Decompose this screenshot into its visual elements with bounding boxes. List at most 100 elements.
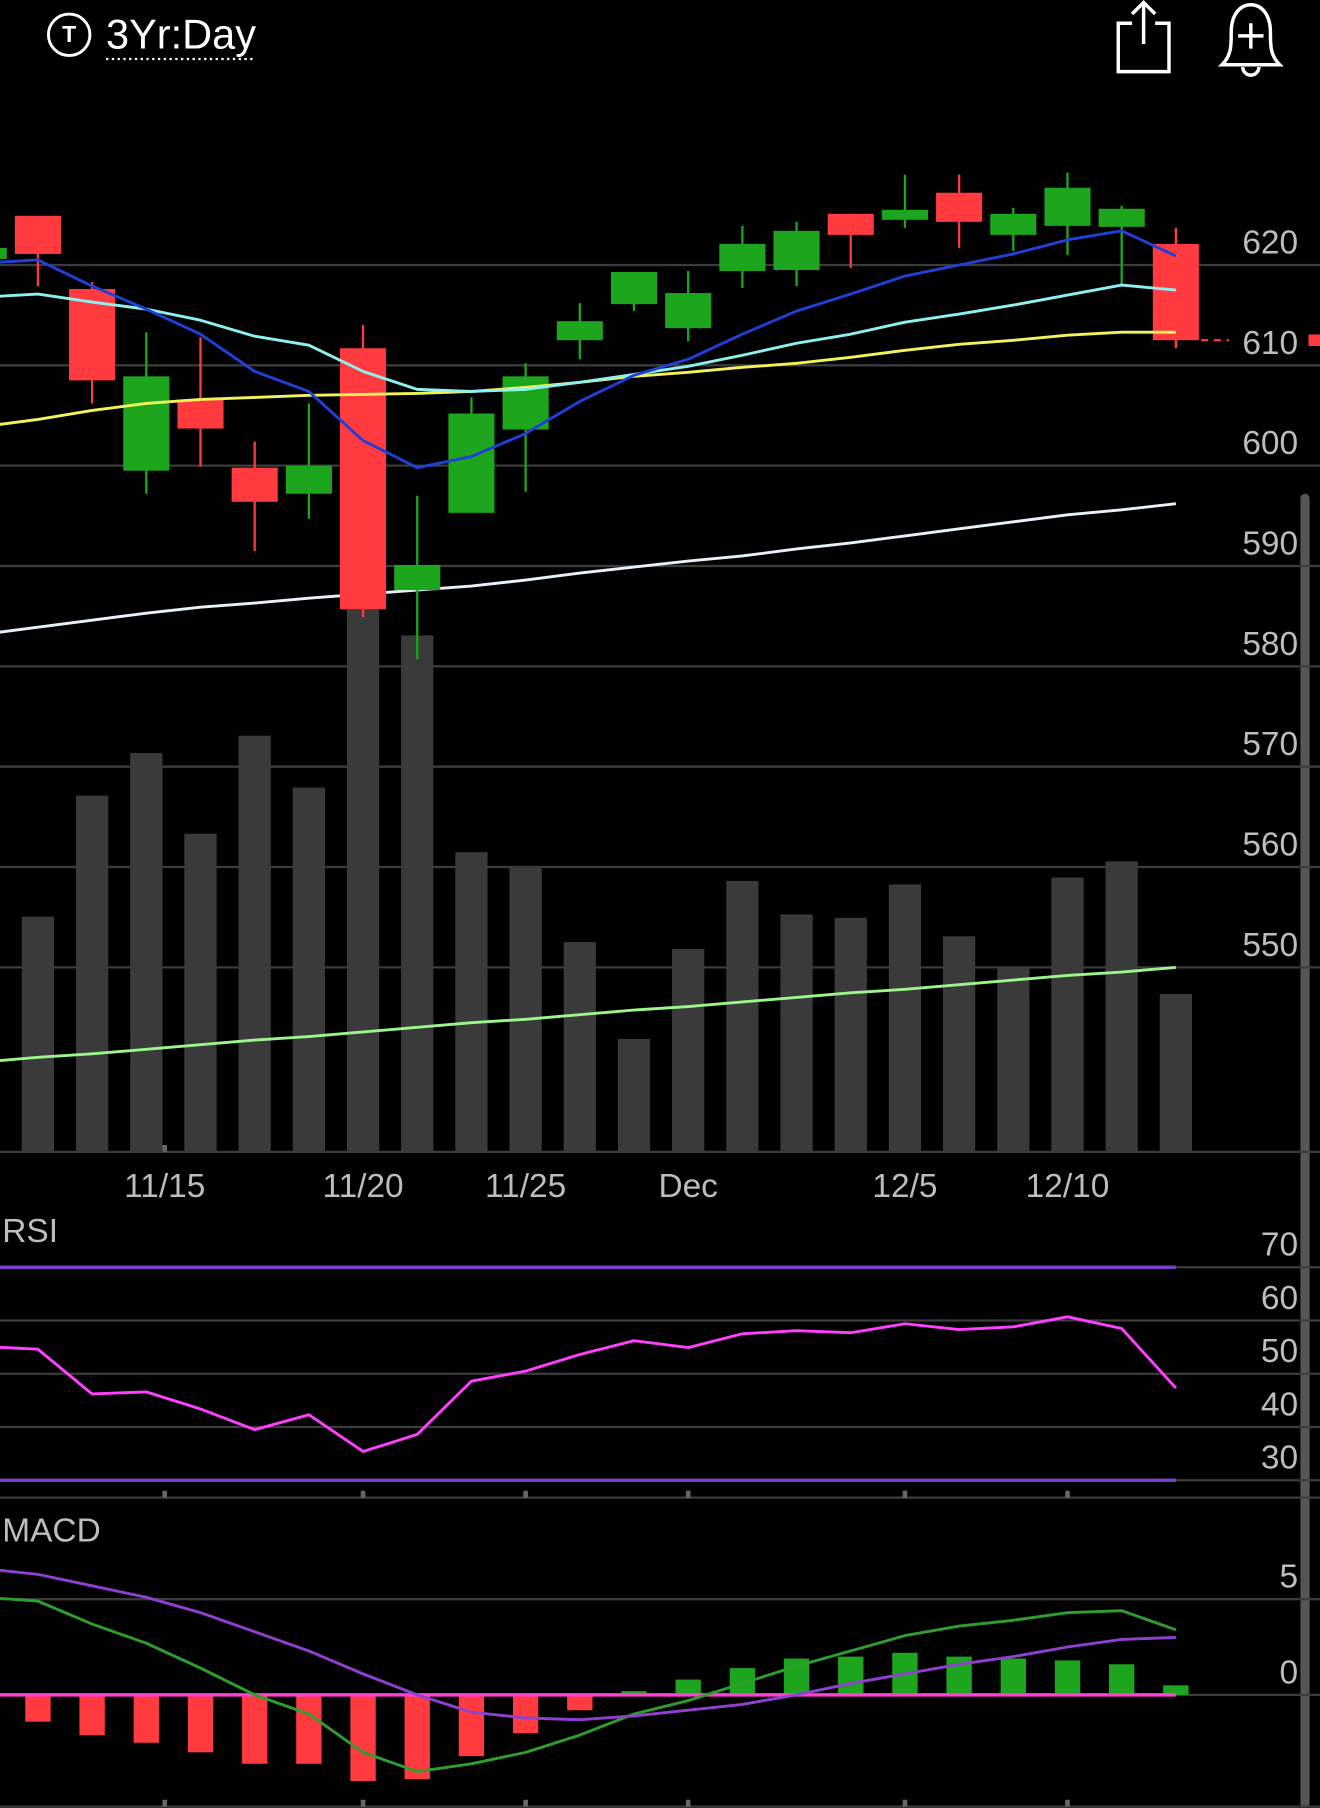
candle-body [14,215,61,254]
y-tick-label: 60 [1261,1280,1298,1317]
indicator-line [0,1597,1177,1773]
volume-bar [726,880,759,1154]
y-tick-label: 580 [1242,626,1298,663]
candle-body [394,564,441,591]
candle-body [285,465,332,494]
histogram-bar [675,1679,701,1695]
x-tick-label: 11/20 [322,1168,403,1205]
macd-title: MACD [2,1513,100,1550]
volume-bar [617,1038,651,1154]
moving-average-line [0,229,1177,470]
header: T 3Yr:Day [46,0,1284,77]
volume-bar [238,735,271,1154]
y-tick-label: 0 [1280,1654,1299,1691]
volume-bar [672,948,705,1154]
volume-bar [780,914,813,1154]
y-tick-label: 620 [1242,224,1298,261]
candle-body [665,293,712,329]
volume-bar [401,635,434,1154]
moving-average-line [0,283,1177,393]
histogram-bar [404,1694,430,1780]
volume-bar [21,916,55,1154]
candle-body [936,192,983,222]
histogram-bar [567,1694,593,1711]
histogram-bar [1163,1685,1189,1695]
share-box [1116,21,1171,74]
volume-bar [346,599,380,1154]
y-tick-label: 560 [1242,827,1298,864]
last-price-marker [1308,334,1320,346]
symbol-button[interactable]: T [46,12,92,57]
candle-body [123,376,170,471]
volume-bar [184,833,217,1154]
y-tick-label: 30 [1261,1440,1298,1477]
histogram-bar [1054,1660,1081,1695]
x-tick-label: 11/15 [124,1168,205,1205]
histogram-bar [1108,1664,1135,1695]
volume-bar [942,936,976,1154]
y-tick-label: 40 [1261,1386,1298,1423]
candle-body [1098,208,1145,227]
candle-body [448,413,495,513]
histogram-bar [296,1694,322,1764]
histogram-bar [241,1694,268,1764]
histogram-bar [25,1694,51,1722]
histogram-bar [350,1694,376,1782]
volume-bar [455,852,488,1154]
macd-panel [0,1568,1320,1808]
x-tick-label: 12/5 [872,1168,937,1205]
volume-bar [997,967,1030,1154]
volume-bar [292,787,326,1154]
histogram-bar [187,1694,214,1753]
histogram-bar [79,1694,105,1736]
volume-bar [1051,877,1084,1154]
volume-bar [834,917,867,1154]
x-tick-label: 12/10 [1026,1168,1110,1205]
price-panel [0,172,1320,1154]
y-tick-label: 590 [1242,525,1298,562]
volume-bar [888,884,922,1154]
alert-button[interactable] [1217,3,1284,77]
y-tick-label: 5 [1280,1559,1299,1596]
candle-body [773,230,820,270]
histogram-bar [838,1656,864,1695]
share-button[interactable] [1116,0,1171,74]
candle-body [719,243,766,271]
symbol-icon [46,12,92,57]
x-tick-label: 11/25 [485,1168,566,1205]
candle-body [1044,187,1091,226]
candle-body [990,213,1037,235]
candle-body [231,467,278,502]
rsi-title: RSI [2,1213,58,1250]
volume-bar [509,865,542,1154]
candle-body [0,247,7,259]
y-tick-label: 610 [1242,325,1298,362]
candle-body [177,399,224,429]
volume-bar [75,795,109,1154]
candle-body [827,213,874,235]
y-tick-label: 50 [1261,1333,1298,1370]
histogram-bar [621,1691,647,1695]
indicator-line [0,1315,1177,1453]
moving-average-line [0,330,1176,426]
candle-body [556,321,603,341]
x-tick-label: Dec [658,1168,717,1205]
y-tick-label: 570 [1242,726,1298,763]
volume-bar [130,752,163,1154]
volume-bar [563,942,596,1154]
y-tick-label: 550 [1242,927,1298,964]
share-arrow [1130,0,1157,44]
rsi-panel [0,1265,1320,1499]
symbol-letter: T [62,21,76,47]
bell-plus [1238,23,1264,77]
y-tick-label: 70 [1261,1227,1298,1264]
volume-bar [1159,993,1193,1154]
y-tick-label: 600 [1242,425,1298,462]
volume-average-line [0,965,1177,1063]
candle-body [881,209,928,220]
histogram-bar [458,1694,485,1757]
timeframe-selector[interactable]: 3Yr:Day [106,11,256,58]
